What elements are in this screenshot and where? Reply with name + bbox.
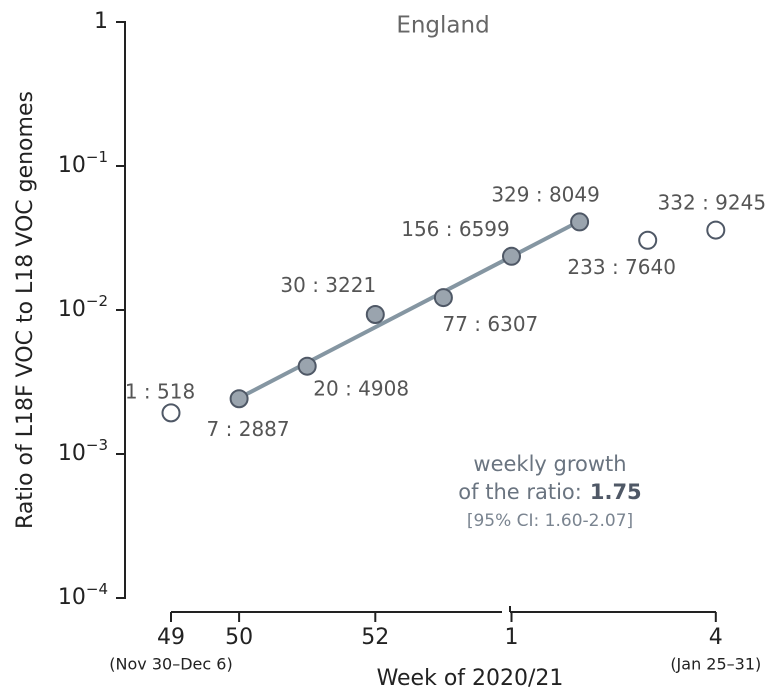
point — [706, 220, 726, 240]
x-tick-label: 1 — [505, 625, 519, 650]
point-label: 20 : 4908 — [313, 377, 409, 401]
y-tick-label: 10−2 — [58, 292, 108, 323]
annotation-text: of the ratio: — [458, 480, 582, 504]
annotation-ci: [95% CI: 1.60-2.07] — [467, 511, 633, 531]
point-label: 156 : 6599 — [401, 217, 510, 241]
annotation: weekly growth — [473, 452, 626, 476]
point — [502, 246, 521, 266]
point — [570, 212, 590, 232]
y-tick-base: 10 — [58, 297, 86, 322]
point-label: 77 : 6307 — [442, 312, 538, 336]
y-tick-exponent: −4 — [86, 580, 108, 598]
y-tick-base: 10 — [58, 441, 86, 466]
annotation: of the ratio: 1.75 — [458, 480, 641, 504]
x-sublabel: (Jan 25–31) — [670, 655, 761, 674]
point — [161, 403, 181, 423]
x-sublabel: (Nov 30–Dec 6) — [109, 655, 232, 674]
point — [229, 389, 249, 409]
x-tick-label: 52 — [361, 625, 389, 650]
y-tick-base: 10 — [58, 585, 86, 610]
x-tick-label: 4 — [709, 625, 723, 650]
point — [638, 230, 658, 250]
point — [297, 356, 317, 376]
point-label: 7 : 2887 — [207, 417, 290, 441]
y-tick-label: 10−1 — [58, 148, 108, 179]
y-tick-base: 10 — [58, 153, 86, 178]
y-tick-label: 1 — [94, 9, 108, 34]
point-label: 233 : 7640 — [567, 255, 676, 279]
y-tick-label: 10−3 — [58, 436, 108, 467]
fit-line — [238, 219, 581, 400]
point-label: 329 : 8049 — [491, 182, 600, 206]
point-label: 332 : 9245 — [658, 191, 767, 215]
y-axis-label: Ratio of L18F VOC to L18 VOC genomes — [13, 91, 38, 529]
y-tick-exponent: −1 — [86, 148, 108, 166]
y-tick-exponent: −2 — [86, 292, 108, 310]
point — [433, 288, 453, 308]
x-tick-label: 50 — [225, 625, 253, 650]
point-label: 30 : 3221 — [280, 273, 376, 297]
x-tick-label: 49 — [157, 625, 185, 650]
growth-value: 1.75 — [590, 480, 642, 504]
y-tick-exponent: −3 — [86, 436, 108, 454]
point-label: 1 : 518 — [125, 379, 195, 403]
point — [365, 304, 385, 324]
x-axis-label: Week of 2020/21 — [377, 666, 564, 691]
chart-title: England — [396, 13, 489, 39]
y-tick-label: 10−4 — [58, 580, 108, 611]
